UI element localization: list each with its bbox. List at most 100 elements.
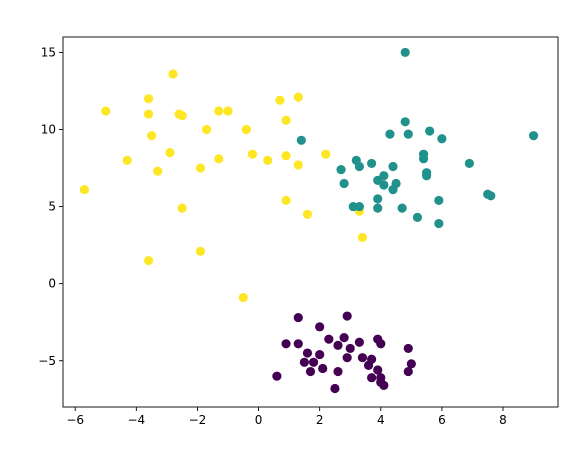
data-point (195, 163, 206, 173)
data-point (425, 126, 435, 136)
data-point (214, 154, 224, 164)
data-point (437, 134, 447, 144)
data-point (339, 178, 349, 189)
y-tick-label: −5 (38, 354, 56, 368)
data-point (342, 311, 352, 321)
x-tick-label: −4 (127, 413, 145, 427)
data-point (434, 218, 444, 229)
data-point (373, 203, 383, 213)
data-point (122, 155, 132, 165)
data-point (101, 106, 111, 116)
data-point (422, 168, 432, 178)
data-point (464, 158, 474, 169)
y-tick-label: 10 (41, 123, 56, 137)
data-point (299, 357, 309, 367)
data-point (281, 115, 291, 125)
data-point (177, 203, 187, 213)
data-point (376, 339, 386, 349)
data-point (324, 334, 334, 344)
data-point (403, 343, 413, 354)
data-point (315, 322, 325, 332)
x-tick-label: −6 (66, 413, 84, 427)
data-point (357, 232, 368, 243)
data-point (363, 360, 374, 370)
data-point (373, 194, 383, 204)
data-point (397, 203, 407, 213)
data-point (308, 357, 319, 367)
data-point (357, 353, 368, 363)
data-point (403, 366, 413, 377)
data-point (168, 69, 178, 79)
data-point (153, 166, 163, 176)
data-point (305, 366, 316, 377)
data-point (302, 348, 313, 358)
data-point (79, 185, 89, 195)
plot-frame (62, 36, 559, 408)
data-point (238, 292, 248, 303)
data-point (342, 353, 352, 363)
data-point (339, 333, 349, 343)
data-point (486, 191, 496, 201)
data-point (403, 129, 413, 139)
data-point (412, 212, 423, 222)
data-point (385, 129, 395, 139)
data-point (388, 185, 398, 195)
data-point (318, 363, 328, 374)
data-point (354, 201, 364, 212)
data-point (275, 95, 285, 105)
data-point (293, 92, 303, 102)
x-tick-label: −2 (189, 413, 207, 427)
data-point (195, 246, 206, 256)
data-point (202, 124, 212, 135)
x-tick-label: 8 (499, 413, 507, 427)
data-point (241, 124, 251, 135)
data-point (296, 135, 306, 145)
plot-area: −6 −4 −2 0 2 4 6 8 −5 0 5 10 15 (38, 36, 559, 427)
data-point (147, 131, 157, 141)
data-point (272, 371, 282, 381)
x-tick-label: 6 (438, 413, 446, 427)
data-point (165, 148, 175, 158)
data-point (354, 337, 364, 347)
data-point (223, 106, 233, 116)
data-point (336, 164, 346, 175)
data-point (177, 111, 187, 121)
data-point (315, 349, 325, 360)
data-point (379, 180, 389, 190)
y-tick-label: 5 (48, 200, 56, 214)
data-point (330, 383, 340, 394)
data-point (247, 149, 258, 159)
data-point (367, 373, 377, 383)
data-point (143, 255, 154, 266)
data-point (293, 160, 303, 170)
data-point (281, 195, 291, 206)
data-point (281, 151, 291, 161)
data-point (528, 131, 539, 141)
x-tick-label: 0 (255, 413, 263, 427)
data-point (406, 359, 416, 369)
data-point (345, 343, 355, 354)
data-point (143, 94, 154, 104)
y-tick-label: 0 (48, 277, 56, 291)
data-point (418, 154, 429, 164)
data-point (293, 312, 303, 323)
data-point (354, 161, 364, 172)
data-point (379, 380, 389, 391)
data-point (214, 106, 224, 116)
data-point (302, 209, 313, 219)
x-tick-label: 4 (377, 413, 385, 427)
data-point (367, 158, 377, 169)
data-point (263, 155, 273, 165)
y-tick-label: 15 (41, 45, 56, 59)
data-point (388, 161, 398, 172)
data-point (333, 340, 343, 350)
data-point (281, 339, 291, 349)
data-point (333, 366, 343, 377)
data-point (293, 339, 303, 349)
data-point (400, 117, 410, 127)
x-tick-label: 2 (316, 413, 324, 427)
data-point (400, 47, 410, 58)
data-point (373, 365, 383, 375)
data-point (143, 109, 154, 119)
